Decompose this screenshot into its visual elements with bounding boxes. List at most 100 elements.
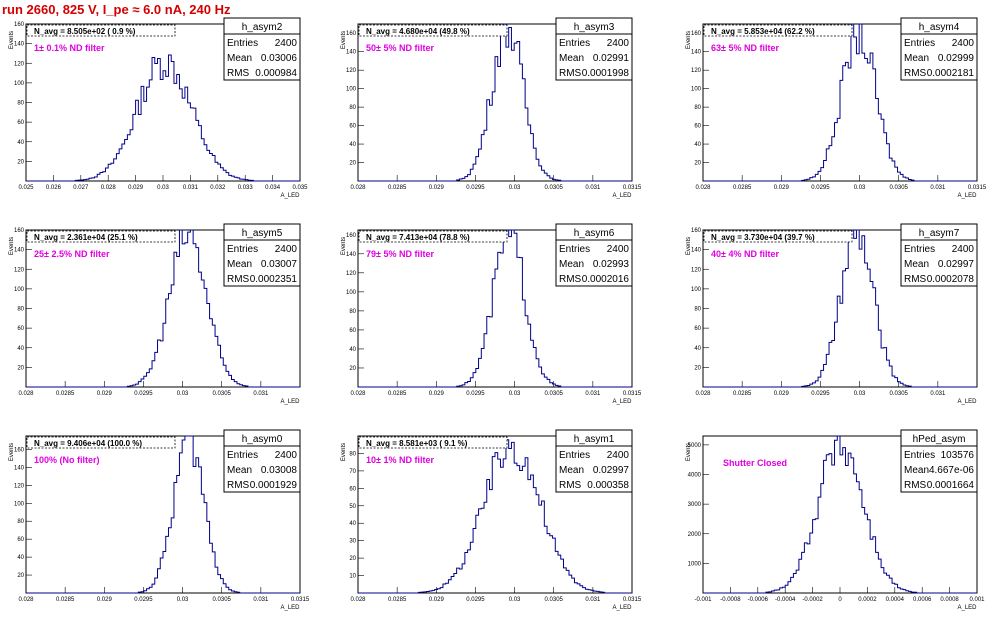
stats-title: h_asym0 — [242, 434, 283, 445]
y-tick-label: 20 — [17, 573, 24, 579]
x-tick-label: 0.028 — [18, 597, 34, 603]
stats-value: 2400 — [607, 450, 630, 461]
y-tick-label: 160 — [14, 447, 25, 453]
y-tick-label: 160 — [346, 233, 357, 239]
stats-value: 0.0002181 — [927, 68, 975, 79]
stats-label: Mean — [904, 259, 929, 270]
navg-label: N_avg = 5.853e+04 (62.2 %) — [711, 27, 815, 36]
stats-value: 0.03008 — [261, 465, 298, 476]
y-tick-label: 140 — [346, 50, 357, 56]
x-tick-label: 0.0305 — [545, 185, 564, 191]
y-tick-label: 20 — [17, 365, 24, 371]
x-axis-title: A_LED — [280, 399, 300, 405]
filter-label: 50± 5% ND filter — [366, 43, 434, 53]
x-tick-label: 0.001 — [969, 597, 985, 603]
y-tick-label: 40 — [694, 346, 701, 352]
stats-box — [555, 429, 633, 493]
stats-value: 2400 — [952, 244, 975, 255]
stats-label: Mean — [904, 465, 929, 476]
stats-title: h_asym5 — [242, 228, 283, 239]
x-tick-label: 0.0008 — [940, 597, 959, 603]
x-axis-title: A_LED — [612, 193, 632, 199]
x-tick-label: -0.001 — [694, 597, 712, 603]
stats-label: RMS — [559, 68, 582, 79]
x-tick-label: 0.0305 — [545, 597, 564, 603]
y-tick-label: 40 — [17, 140, 24, 146]
y-tick-label: 60 — [694, 124, 701, 130]
stats-value: 2400 — [607, 244, 630, 255]
y-tick-label: 80 — [694, 307, 701, 313]
stats-value: 0.03006 — [261, 53, 298, 64]
stats-label: Entries — [227, 450, 258, 461]
x-tick-label: 0.0285 — [388, 391, 407, 397]
y-tick-label: 20 — [694, 161, 701, 167]
y-tick-label: 40 — [349, 521, 356, 527]
y-tick-label: 60 — [17, 120, 24, 126]
y-tick-label: 140 — [14, 465, 25, 471]
stats-label: RMS — [904, 68, 927, 79]
stats-label: Entries — [904, 450, 935, 461]
y-tick-label: 5000 — [688, 443, 702, 449]
y-tick-label: 20 — [694, 365, 701, 371]
stats-box — [555, 223, 633, 287]
x-tick-label: 0.033 — [238, 185, 254, 191]
filter-label: 1± 0.1% ND filter — [34, 43, 105, 53]
navg-box — [358, 24, 508, 37]
x-tick-label: -0.0004 — [775, 597, 796, 603]
x-tick-label: 0.03 — [509, 597, 521, 603]
stats-label: Entries — [559, 244, 590, 255]
stats-label: Mean — [559, 53, 584, 64]
y-tick-label: 120 — [691, 68, 702, 74]
y-axis-title: Events — [341, 237, 347, 255]
stats-value: 0.03007 — [261, 259, 298, 270]
x-tick-label: 0.0295 — [466, 185, 485, 191]
x-tick-label: 0 — [838, 597, 842, 603]
histogram-h_asym4: 20 40 60 80 100 120 140 160 0.028 0.0285 0.029 0.02… — [686, 17, 987, 199]
stats-box — [900, 17, 978, 81]
stats-label: Mean — [559, 259, 584, 270]
histogram-line — [703, 23, 977, 182]
y-tick-label: 100 — [14, 81, 25, 87]
stats-value: 0.000984 — [255, 68, 297, 79]
navg-label: N_avg = 2.361e+04 (25.1 %) — [34, 233, 138, 242]
x-tick-label: 0.0295 — [466, 391, 485, 397]
y-axis-title: Events — [686, 443, 692, 461]
plot-frame — [702, 23, 978, 182]
x-axis-title: A_LED — [612, 605, 632, 611]
run-header: run 2660, 825 V, I_pe ≈ 6.0 nA, 240 Hz — [2, 2, 231, 17]
y-tick-label: 160 — [14, 228, 25, 234]
x-tick-label: 0.028 — [101, 185, 117, 191]
x-tick-label: 0.028 — [350, 597, 366, 603]
y-tick-label: 70 — [349, 469, 356, 475]
histogram-h_asym3: 20 40 60 80 100 120 140 160 0.028 0.0285 0.029 0.02… — [341, 17, 642, 199]
stats-title: hPed_asym — [913, 434, 966, 445]
x-tick-label: 0.029 — [97, 391, 113, 397]
y-tick-label: 80 — [17, 519, 24, 525]
stats-value: 2400 — [275, 450, 298, 461]
y-tick-label: 80 — [349, 309, 356, 315]
stats-label: RMS — [559, 274, 582, 285]
y-tick-label: 60 — [349, 486, 356, 492]
histogram-line — [703, 229, 977, 388]
y-tick-label: 80 — [694, 105, 701, 111]
x-tick-label: 0.0305 — [213, 597, 232, 603]
y-tick-label: 20 — [349, 366, 356, 372]
y-tick-label: 80 — [17, 307, 24, 313]
navg-box — [26, 436, 176, 449]
y-axis-title: Events — [686, 31, 692, 49]
stats-value: 0.02997 — [593, 465, 630, 476]
navg-label: N_avg = 7.413e+04 (78.8 %) — [366, 233, 470, 242]
y-axis-title: Events — [686, 237, 692, 255]
stats-box — [223, 223, 301, 287]
x-tick-label: 0.029 — [429, 391, 445, 397]
x-tick-label: 0.026 — [46, 185, 62, 191]
y-tick-label: 40 — [17, 346, 24, 352]
stats-value: 0.0002016 — [582, 274, 630, 285]
x-tick-label: 0.03 — [177, 391, 189, 397]
stats-box — [223, 429, 301, 493]
x-tick-label: 0.034 — [265, 185, 281, 191]
y-tick-label: 80 — [349, 451, 356, 457]
y-tick-label: 40 — [17, 555, 24, 561]
y-tick-label: 160 — [691, 31, 702, 37]
x-tick-label: 0.028 — [695, 185, 711, 191]
